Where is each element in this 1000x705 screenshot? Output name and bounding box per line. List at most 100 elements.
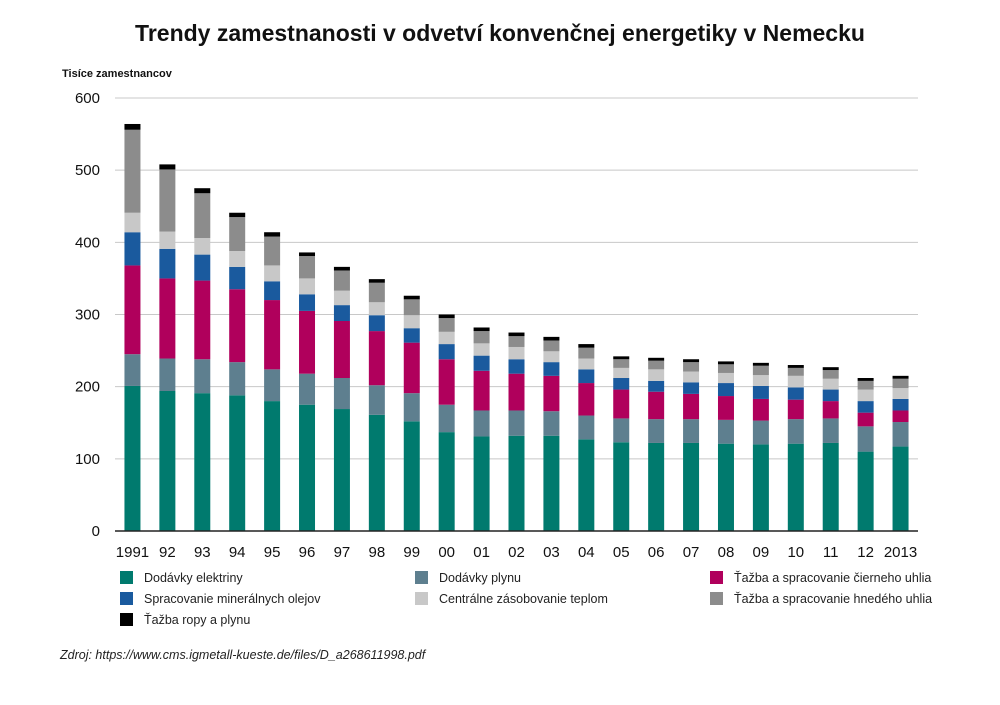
bar-segment [438,331,455,345]
bar-segment [194,238,211,255]
legend: Dodávky elektriny Dodávky plynu Ťažba a sp… [120,570,950,627]
y-tick-label: 600 [75,90,100,107]
x-tick-label: 06 [648,544,665,561]
x-tick-label: 93 [194,544,211,561]
bar-segment [438,432,455,531]
legend-item: Ťažba a spracovanie čierneho uhlia [710,570,950,585]
bar-segment [683,419,700,443]
bar-segment [543,340,560,352]
bar-segment [333,378,350,410]
legend-swatch [120,571,133,584]
bar-segment [473,343,490,356]
bar-segment [543,435,560,531]
bar-segment [578,369,595,384]
x-tick-label: 02 [508,544,525,561]
bar-segment [368,315,385,332]
legend-item: Centrálne zásobovanie teplom [415,591,710,606]
bar-segment [822,418,839,443]
bar-segment [752,444,769,531]
bar-segment [333,290,350,306]
bar-segment [124,232,141,266]
y-axis-label: Tisíce zamestnancov [62,68,173,80]
bar-segment [229,250,246,267]
bar-segment [299,278,316,295]
bar-segment [368,279,385,283]
bar-segment [264,265,281,282]
bar-segment [752,362,769,366]
source-note: Zdroj: https://www.cms.igmetall-kueste.d… [60,648,426,662]
bar-segment [299,373,316,405]
bar-segment [613,367,630,379]
bar-segment [683,393,700,420]
x-tick-label: 99 [403,544,420,561]
bar-segment [787,375,804,388]
bar-segment [194,359,211,394]
bar-segment [438,318,455,332]
bar-segment [717,364,734,373]
bar-segment [299,256,316,279]
bar-segment [508,373,525,411]
bar-segment [264,236,281,266]
bar-segment [124,354,141,386]
bar-segment [613,389,630,419]
bar-segment [159,231,176,249]
legend-swatch [415,571,428,584]
x-tick-label: 11 [823,544,839,561]
bar-segment [578,383,595,416]
bar-segment [648,360,665,370]
bar-segment [473,355,490,371]
legend-swatch [120,592,133,605]
bar-segment [438,359,455,405]
bar-segment [299,310,316,374]
bar-segment [403,328,420,343]
bar-segment [159,164,176,170]
bar-segment [648,442,665,531]
x-tick-label: 07 [683,544,700,561]
bar-segment [229,362,246,396]
bar-segment [508,359,525,374]
bar-segment [264,369,281,402]
y-tick-label: 0 [92,523,100,540]
bar-segment [752,420,769,445]
bar-segment [822,370,839,379]
bar-segment [124,212,141,233]
bar-segment [822,389,839,402]
bar-segment [403,421,420,531]
bar-segment [229,217,246,251]
bar-segment [822,401,839,419]
bar-segment [508,332,525,337]
x-tick-label: 00 [438,544,455,561]
bar-segment [264,401,281,531]
bar-segment [857,401,874,413]
bar-segment [194,188,211,194]
bar-segment [229,212,246,218]
x-tick-label: 08 [718,544,735,561]
legend-item: Ťažba a spracovanie hnedého uhlia [710,591,950,606]
bar-segment [892,410,909,423]
bar-segment [194,254,211,281]
bar-segment [578,347,595,359]
bar-segment [159,390,176,531]
bar-segment [508,346,525,360]
bar-segment [543,336,560,341]
bar-segment [717,443,734,531]
bar-segment [822,367,839,371]
bar-segment [613,418,630,443]
bar-segment [229,395,246,531]
x-tick-label: 98 [369,544,386,561]
bar-segment [787,365,804,368]
bar-segment [787,443,804,531]
bar-segment [333,320,350,379]
bar-segment [368,385,385,415]
x-tick-label: 12 [857,544,874,561]
bar-segment [683,382,700,394]
bar-segment [717,419,734,444]
bar-segment [683,442,700,531]
bar-segment [438,314,455,319]
bar-segment [473,370,490,411]
y-tick-label: 400 [75,234,100,251]
bar-segment [333,266,350,271]
bar-segment [683,359,700,363]
bar-segment [683,362,700,372]
bar-segment [543,351,560,363]
